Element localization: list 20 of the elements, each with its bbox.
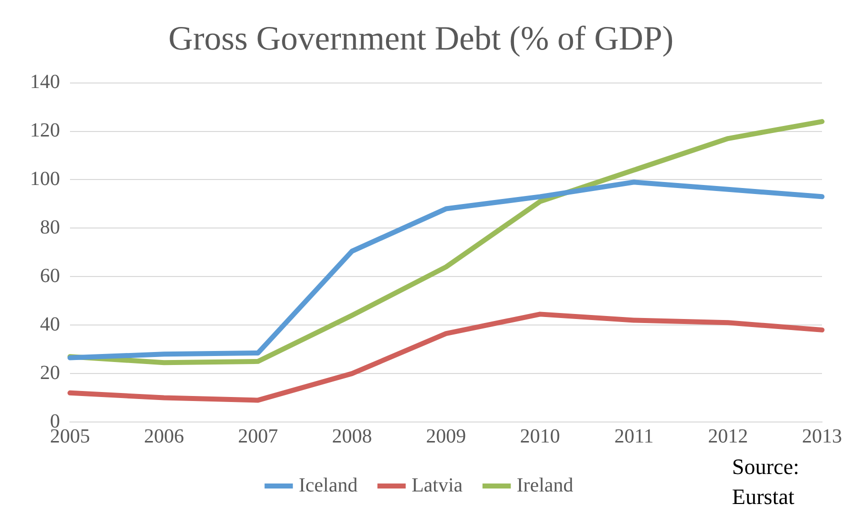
- x-tick-label: 2013: [802, 425, 842, 448]
- x-tick-label: 2007: [238, 425, 278, 448]
- source-note: Source: Eurstat: [732, 453, 800, 511]
- y-tick-label: 80: [40, 216, 60, 238]
- y-tick-label: 120: [30, 120, 60, 142]
- legend-label: Iceland: [298, 474, 358, 496]
- x-tick-label: 2012: [708, 425, 748, 448]
- x-tick-label: 2008: [332, 425, 372, 448]
- x-tick-label: 2010: [520, 425, 560, 448]
- x-tick-label: 2006: [144, 425, 184, 448]
- x-tick-label: 2011: [614, 425, 654, 448]
- chart-title: Gross Government Debt (% of GDP): [168, 20, 674, 58]
- x-tick-label: 2009: [426, 425, 466, 448]
- y-tick-label: 140: [30, 71, 60, 94]
- y-tick-label: 20: [40, 362, 60, 384]
- y-tick-label: 100: [30, 168, 60, 190]
- y-tick-label: 40: [40, 313, 60, 336]
- legend-label: Ireland: [516, 474, 574, 496]
- legend-label: Latvia: [412, 474, 463, 496]
- y-tick-label: 60: [40, 264, 60, 287]
